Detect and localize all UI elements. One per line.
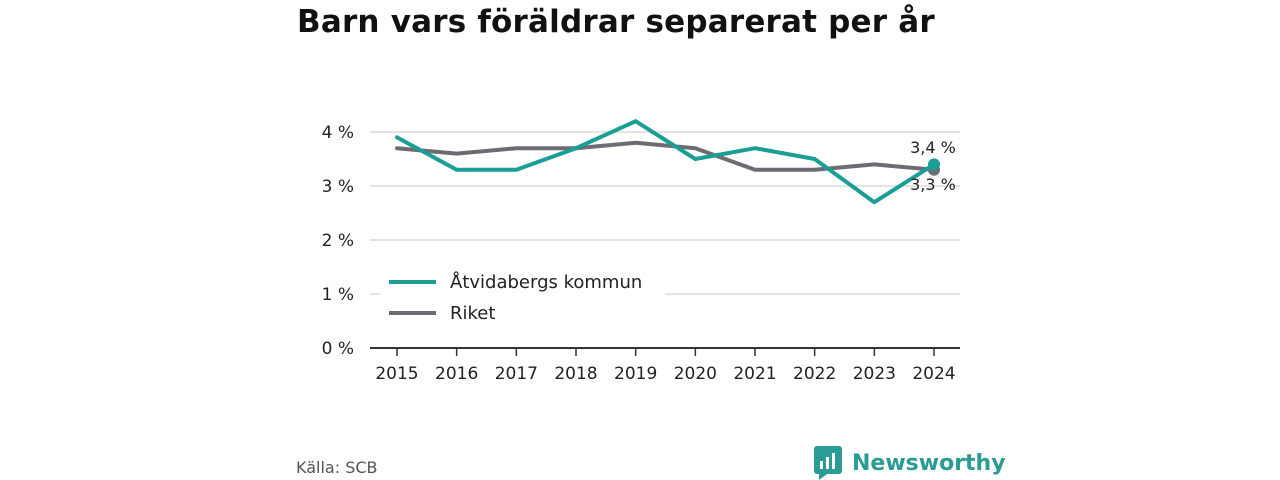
line-chart: 0 % 1 % 2 % 3 % 4 % 2015 2016 2017 2018 2019 2020…	[322, 119, 960, 384]
x-tick-label: 2019	[614, 364, 657, 384]
x-tick-label: 2018	[554, 364, 597, 384]
series-line-kommun	[395, 119, 936, 205]
end-label-riket: 3,3 %	[910, 175, 956, 194]
x-tick-label: 2023	[853, 364, 896, 384]
end-labels: 3,4 % 3,3 %	[910, 138, 956, 194]
y-tick-label: 0 %	[322, 339, 354, 359]
x-tick-label: 2017	[495, 364, 538, 384]
chart-title: Barn vars föräldrar separerat per år	[297, 4, 935, 40]
x-tick-label: 2021	[733, 364, 776, 384]
end-label-kommun: 3,4 %	[910, 138, 956, 157]
y-tick-label: 1 %	[322, 285, 354, 305]
end-point-kommun	[928, 158, 940, 171]
brand: Newsworthy	[814, 446, 1006, 480]
y-tick-label: 4 %	[322, 123, 354, 143]
brand-name: Newsworthy	[852, 450, 1006, 476]
series-lines	[395, 119, 940, 205]
legend-label: Åtvidabergs kommun	[450, 271, 642, 293]
x-tick-label: 2020	[674, 364, 717, 384]
x-tick-label: 2022	[793, 364, 836, 384]
source-note: Källa: SCB	[296, 458, 378, 477]
newsworthy-logo-icon	[814, 446, 842, 480]
x-tick-label: 2024	[912, 364, 955, 384]
y-axis-ticks: 0 % 1 % 2 % 3 % 4 %	[322, 123, 354, 359]
y-tick-label: 3 %	[322, 177, 354, 197]
y-tick-label: 2 %	[322, 231, 354, 251]
series-line-riket	[395, 140, 936, 172]
legend-label: Riket	[450, 303, 495, 324]
x-axis-ticks: 2015 2016 2017 2018 2019 2020 2021 2022 2023 2024	[375, 348, 956, 384]
legend: Åtvidabergs kommun Riket	[380, 266, 665, 336]
x-tick-label: 2016	[435, 364, 478, 384]
legend-background	[380, 266, 665, 336]
x-tick-label: 2015	[375, 364, 418, 384]
